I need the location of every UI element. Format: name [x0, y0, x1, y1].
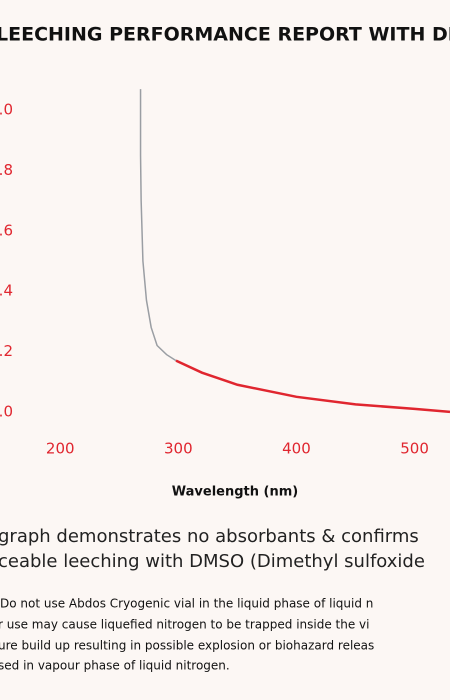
data-line [139, 89, 177, 362]
chart-title: LEECHING PERFORMANCE REPORT WITH DMSO [0, 24, 450, 46]
warning-line: ure build up resulting in possible explo… [0, 639, 374, 653]
warning-line: Do not use Abdos Cryogenic vial in the l… [0, 597, 373, 611]
x-tick-label: 500 [400, 440, 429, 458]
y-tick-label: 0.0 [0, 402, 13, 420]
warning-line: sed in vapour phase of liquid nitrogen. [0, 659, 230, 673]
y-tick-label: 0.2 [0, 342, 13, 360]
x-tick-label: 400 [282, 440, 311, 458]
data-line [175, 359, 450, 414]
x-tick-label: 200 [46, 440, 75, 458]
y-tick-label: 0.6 [0, 221, 13, 239]
x-tick-label: 300 [164, 440, 193, 458]
y-tick-label: 1.0 [0, 101, 13, 119]
caption-line: graph demonstrates no absorbants & confi… [0, 526, 419, 547]
x-axis-label: Wavelength (nm) [172, 485, 298, 500]
y-tick-label: 0.8 [0, 161, 13, 179]
caption-line: ceable leeching with DMSO (Dimethyl sulf… [0, 551, 425, 572]
y-tick-label: 0.4 [0, 282, 13, 300]
warning-line: r use may cause liquefied nitrogen to be… [0, 618, 370, 632]
